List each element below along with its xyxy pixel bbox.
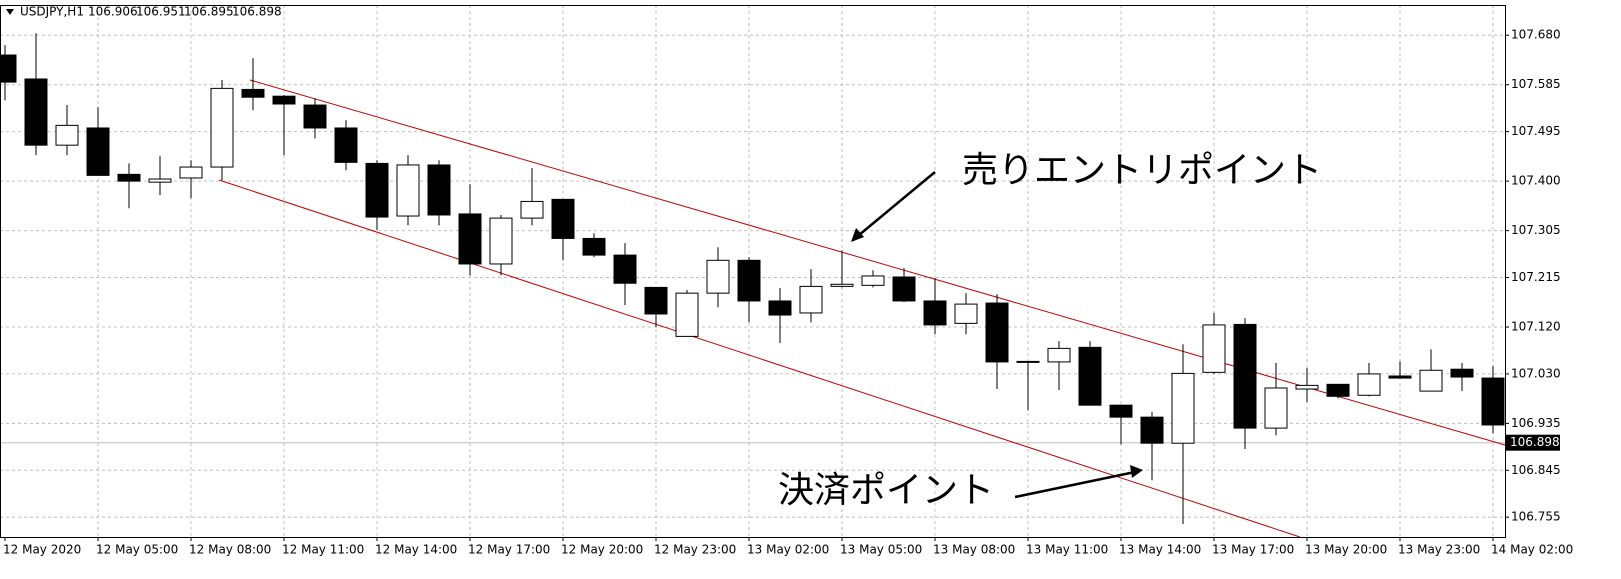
y-tick-label: 107.215 [1511, 270, 1561, 284]
x-tick-label: 14 May 02:00 [1491, 543, 1573, 557]
y-tick-label: 107.495 [1511, 124, 1561, 138]
x-tick-label: 13 May 17:00 [1212, 543, 1294, 557]
candle-body [303, 104, 327, 129]
x-tick-label: 13 May 23:00 [1398, 543, 1480, 557]
candle-body [1357, 373, 1381, 396]
channel-upper [249, 79, 1506, 446]
candle-body [613, 254, 637, 284]
plot-frame [0, 5, 1506, 538]
current-price-label: 106.898 [1510, 435, 1560, 449]
candle-body [1140, 416, 1164, 444]
candle-body [582, 237, 606, 256]
candle-body [1450, 368, 1474, 378]
arrow [1014, 470, 1136, 499]
candle-body [892, 276, 916, 302]
y-tick-label: 106.755 [1511, 510, 1561, 524]
candle-body [1109, 404, 1133, 418]
candle-body [0, 54, 17, 83]
candle-body [1295, 384, 1319, 390]
candle-body [86, 127, 110, 176]
x-tick-label: 13 May 11:00 [1026, 543, 1108, 557]
x-tick-label: 13 May 20:00 [1305, 543, 1387, 557]
x-tick-label: 12 May 2020 [3, 543, 81, 557]
candle-body [210, 87, 234, 168]
candle-body [1171, 372, 1195, 444]
candle-body [1481, 377, 1505, 426]
x-tick-label: 13 May 02:00 [747, 543, 829, 557]
candle-body [1078, 346, 1102, 406]
candle-body [675, 292, 699, 337]
candle-body [179, 166, 203, 179]
candle-body [644, 286, 668, 315]
arrow-head [851, 228, 864, 242]
header-marker [6, 9, 14, 15]
annotation: 売りエントリポイント [962, 150, 1322, 191]
candle-body [551, 198, 575, 239]
candle-body [1388, 375, 1412, 379]
candle-body [458, 213, 482, 265]
candle-body [272, 95, 296, 105]
candle-body [1233, 323, 1257, 429]
candle-body [768, 300, 792, 316]
candle-body [1264, 387, 1288, 429]
y-tick-label: 107.030 [1511, 366, 1561, 380]
candle-body [520, 200, 544, 219]
y-tick-label: 107.120 [1511, 320, 1561, 334]
candle-body [427, 164, 451, 216]
candle-body [1016, 360, 1040, 363]
x-tick-label: 12 May 20:00 [561, 543, 643, 557]
candle-body [799, 285, 823, 314]
candle-body [1202, 324, 1226, 373]
x-tick-label: 12 May 05:00 [96, 543, 178, 557]
x-tick-label: 12 May 23:00 [654, 543, 736, 557]
candle-body [1047, 347, 1071, 363]
y-tick-label: 107.305 [1511, 223, 1561, 237]
x-tick-label: 13 May 05:00 [840, 543, 922, 557]
candles [0, 33, 1505, 524]
candle-body [365, 162, 389, 218]
arrow-head [1130, 465, 1143, 478]
y-tick-label: 107.680 [1511, 28, 1561, 42]
annotation: 決済ポイント [778, 470, 994, 511]
candle-body [923, 300, 947, 326]
candle-body [954, 303, 978, 324]
candle-body [1326, 383, 1350, 397]
candle-body [148, 178, 172, 183]
header-value: 106.895 [184, 5, 234, 19]
y-tick-label: 106.935 [1511, 416, 1561, 430]
header-value: 106.906 [88, 5, 138, 19]
x-tick-label: 12 May 14:00 [375, 543, 457, 557]
candle-body [861, 275, 885, 286]
candle-body [489, 217, 513, 265]
y-tick-label: 107.585 [1511, 77, 1561, 91]
candle-body [117, 173, 141, 182]
candle-body [1419, 369, 1443, 392]
symbol: USDJPY,H1 [20, 5, 84, 19]
x-tick-label: 13 May 14:00 [1119, 543, 1201, 557]
x-tick-label: 12 May 17:00 [468, 543, 550, 557]
current-price-box [1506, 434, 1560, 451]
header-value: 106.951 [136, 5, 186, 19]
x-tick-label: 12 May 11:00 [282, 543, 364, 557]
candle-body [737, 259, 761, 302]
candle-body [396, 164, 420, 217]
candle-body [24, 78, 48, 146]
header-value: 106.898 [232, 5, 282, 19]
x-tick-label: 13 May 08:00 [933, 543, 1015, 557]
candle-body [985, 302, 1009, 363]
candle-body [241, 88, 265, 98]
y-tick-label: 107.400 [1511, 174, 1561, 188]
y-tick-label: 106.845 [1511, 463, 1561, 477]
x-tick-label: 12 May 08:00 [189, 543, 271, 557]
arrow [852, 171, 936, 241]
channel-lower [218, 179, 1301, 538]
candle-body [706, 259, 730, 294]
candle-body [334, 127, 358, 163]
candle-body [55, 124, 79, 146]
candle-body [830, 283, 854, 287]
